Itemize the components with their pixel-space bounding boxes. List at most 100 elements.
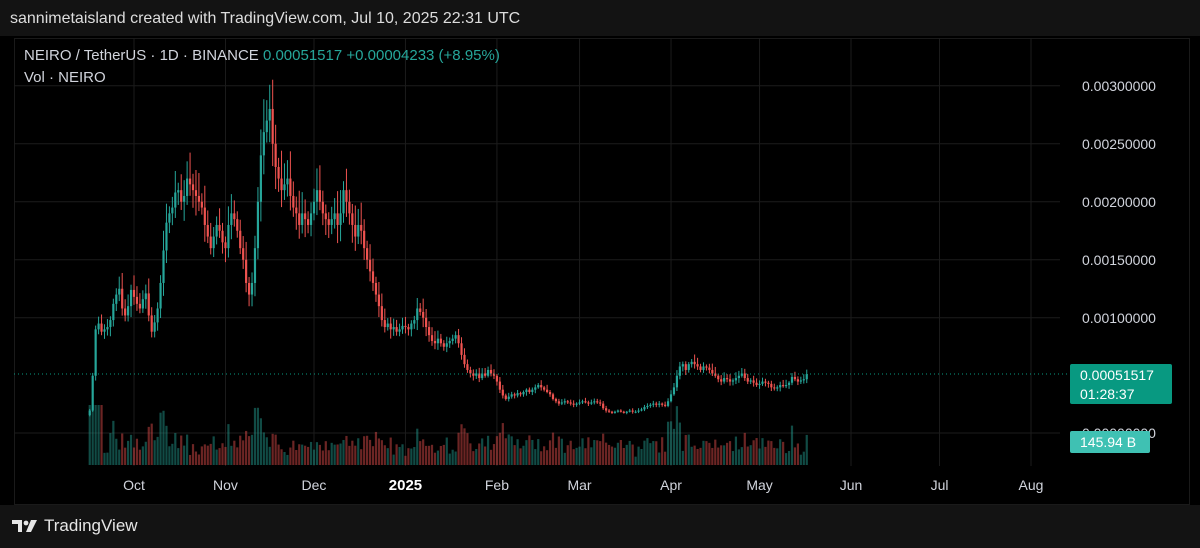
candle-body [696,364,699,367]
volume-bar [560,438,563,465]
volume-bar [383,445,386,465]
candle-body [720,379,723,382]
volume-bar [602,433,605,465]
volume-bar [790,425,794,465]
volume-bar [723,445,726,465]
candle-body [723,378,726,382]
volume-bar [103,452,106,465]
volume-bar [419,441,422,465]
candle-body [306,219,310,225]
candle-body [672,387,676,395]
candle-body [191,184,195,191]
candle-body [805,374,808,380]
volume-bar [664,451,667,465]
candle-body [200,201,203,208]
volume-bar [97,405,100,465]
candle-body [103,329,106,332]
candle-body [286,178,289,185]
candle-body [492,373,496,376]
candle-body [628,410,631,412]
candle-body [484,373,487,376]
candlestick-chart[interactable]: 0.00300000 0.00250000 0.00200000 0.00150000… [0,0,1200,505]
candle-body [342,190,345,214]
candle-body [301,213,304,225]
countdown-timer: 01:28:37 [1080,386,1135,402]
candle-body [693,361,696,365]
volume-bar [731,451,735,465]
x-tick-label: May [746,477,772,493]
candle-body [268,108,271,121]
volume-tag-value: 145.94 B [1080,434,1136,450]
chart-panel[interactable] [14,38,1190,505]
volume-bar [631,444,634,465]
volume-bar [569,440,572,465]
volume-bar [643,440,646,465]
volume-bar [666,421,670,465]
candle-body [513,394,516,396]
candle-body [711,369,714,374]
candle-body [442,343,445,347]
candle-body [560,402,563,404]
candle-body [478,373,481,379]
candle-body [752,380,755,383]
volume-bar [728,441,732,465]
volume-bar [725,442,729,465]
volume-bar [513,445,516,465]
volume-bar [324,441,327,465]
candle-body [206,224,209,237]
volume-bar [584,448,587,465]
candles [88,79,808,417]
price-change: +0.00004233 (+8.95%) [346,47,500,64]
volume-bar [472,451,475,465]
candle-body [289,178,292,196]
volume-bar [186,434,189,465]
tradingview-brand[interactable]: TradingView [12,516,138,536]
volume-bar [380,440,383,465]
volume-bar [315,442,319,465]
candle-body [180,190,183,202]
y-tick-label: 0.00300000 [1082,78,1156,94]
volume-bar [799,454,802,465]
candle-body [510,394,513,397]
volume-bar [764,446,767,465]
candle-body [746,378,749,382]
candle-body [366,248,369,260]
candle-body [770,383,773,388]
candle-body [463,354,466,365]
candle-body [755,382,758,386]
volume-bar [171,443,174,465]
volume-bar [215,449,218,465]
candle-body [605,408,608,411]
volume-bar [280,449,283,465]
candle-body [354,224,357,237]
candle-body [336,213,339,225]
candle-body [631,410,634,412]
tradingview-logo-icon [12,520,37,532]
candle-body [324,213,327,220]
candle-body [634,411,637,413]
candle-body [717,375,720,380]
volume-bar [622,447,625,465]
candle-body [655,403,658,405]
volume-bar [336,444,339,465]
candle-body [740,373,743,376]
candle-body [658,403,661,405]
candle-body [401,325,404,330]
candle-body [796,379,799,382]
volume-bar [200,446,203,465]
candle-body [422,311,425,318]
candle-body [684,364,687,370]
volume-bar [174,433,177,465]
candle-body [256,201,260,249]
candle-body [728,379,732,382]
volume-bar [551,432,555,465]
candle-body [392,327,395,330]
volume-bar [705,441,708,465]
candle-body [386,323,389,328]
volume-bar [737,449,740,465]
volume-bar [528,435,531,465]
candle-body [253,248,257,283]
volume-bar [357,438,360,465]
candle-body [162,250,165,283]
x-tick-label: Aug [1019,477,1044,493]
